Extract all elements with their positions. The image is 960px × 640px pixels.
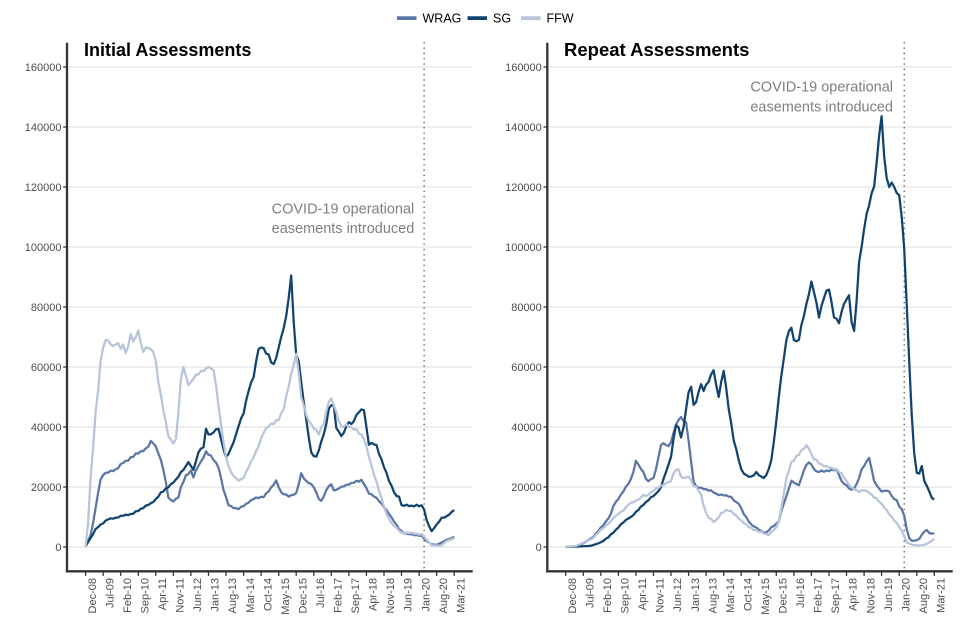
svg-text:Oct-14: Oct-14 (262, 578, 274, 611)
svg-text:Feb-17: Feb-17 (813, 578, 825, 613)
svg-text:May-15: May-15 (760, 578, 772, 615)
svg-text:Jun-12: Jun-12 (192, 578, 204, 612)
svg-text:Nov-11: Nov-11 (655, 578, 667, 613)
svg-text:Dec-15: Dec-15 (778, 578, 790, 613)
svg-text:Dec-08: Dec-08 (87, 578, 99, 613)
svg-text:Oct-14: Oct-14 (742, 578, 754, 611)
svg-text:Aug-13: Aug-13 (227, 578, 239, 613)
svg-text:Feb-10: Feb-10 (122, 578, 134, 613)
svg-text:20000: 20000 (511, 482, 542, 494)
svg-text:Dec-08: Dec-08 (567, 578, 579, 613)
svg-text:100000: 100000 (25, 242, 62, 254)
svg-text:Apr-11: Apr-11 (157, 578, 169, 610)
svg-text:Jun-19: Jun-19 (883, 578, 895, 612)
svg-text:Nov-11: Nov-11 (175, 578, 187, 613)
svg-text:Dec-15: Dec-15 (297, 578, 309, 613)
svg-text:120000: 120000 (505, 182, 542, 194)
svg-text:160000: 160000 (505, 62, 542, 74)
svg-text:Jul-09: Jul-09 (585, 578, 597, 608)
svg-text:Jul-09: Jul-09 (104, 578, 116, 608)
svg-text:Aug-13: Aug-13 (707, 578, 719, 613)
svg-text:Initial Assessments: Initial Assessments (84, 40, 251, 60)
svg-text:100000: 100000 (505, 242, 542, 254)
svg-text:Sep-10: Sep-10 (140, 578, 152, 613)
svg-text:140000: 140000 (505, 122, 542, 134)
svg-text:Jul-16: Jul-16 (315, 578, 327, 608)
svg-text:120000: 120000 (25, 182, 62, 194)
svg-text:Jun-12: Jun-12 (672, 578, 684, 612)
svg-text:Jan-13: Jan-13 (210, 578, 222, 612)
svg-text:Apr-18: Apr-18 (848, 578, 860, 611)
svg-text:Nov-18: Nov-18 (865, 578, 877, 613)
svg-text:Sep-10: Sep-10 (620, 578, 632, 613)
svg-text:80000: 80000 (511, 302, 542, 314)
svg-text:easements introduced: easements introduced (750, 100, 893, 116)
svg-text:Jan-20: Jan-20 (420, 578, 432, 612)
svg-text:0: 0 (55, 542, 61, 554)
svg-text:Sep-17: Sep-17 (350, 578, 362, 613)
svg-text:Repeat Assessments: Repeat Assessments (564, 39, 749, 60)
svg-text:Jul-16: Jul-16 (795, 578, 807, 608)
svg-text:Jan-20: Jan-20 (900, 578, 912, 612)
svg-text:Apr-18: Apr-18 (368, 578, 380, 611)
svg-text:Mar-14: Mar-14 (725, 578, 737, 613)
svg-text:40000: 40000 (31, 422, 62, 434)
svg-text:Mar-21: Mar-21 (936, 578, 948, 613)
svg-text:easements introduced: easements introduced (272, 221, 415, 237)
svg-text:0: 0 (536, 542, 542, 554)
svg-text:WRAG: WRAG (423, 11, 462, 25)
svg-text:Jan-13: Jan-13 (690, 578, 702, 612)
svg-text:Feb-17: Feb-17 (333, 578, 345, 613)
svg-text:Aug-20: Aug-20 (438, 578, 450, 613)
svg-text:SG: SG (493, 11, 511, 25)
svg-text:60000: 60000 (511, 362, 542, 374)
svg-text:COVID-19 operational: COVID-19 operational (272, 202, 415, 218)
svg-text:Aug-20: Aug-20 (918, 578, 930, 613)
svg-text:Apr-11: Apr-11 (637, 578, 649, 610)
svg-text:Jun-19: Jun-19 (403, 578, 415, 612)
svg-text:140000: 140000 (25, 122, 62, 134)
svg-text:80000: 80000 (31, 302, 62, 314)
svg-text:FFW: FFW (547, 11, 574, 25)
svg-text:Feb-10: Feb-10 (602, 578, 614, 613)
svg-text:COVID-19 operational: COVID-19 operational (750, 80, 893, 96)
svg-text:Nov-18: Nov-18 (385, 578, 397, 613)
svg-text:160000: 160000 (25, 62, 62, 74)
svg-text:Mar-14: Mar-14 (245, 578, 257, 613)
svg-text:40000: 40000 (511, 422, 542, 434)
svg-text:Sep-17: Sep-17 (830, 578, 842, 613)
svg-text:May-15: May-15 (280, 578, 292, 615)
svg-text:Mar-21: Mar-21 (455, 578, 467, 613)
svg-text:20000: 20000 (31, 482, 62, 494)
svg-text:60000: 60000 (31, 362, 62, 374)
